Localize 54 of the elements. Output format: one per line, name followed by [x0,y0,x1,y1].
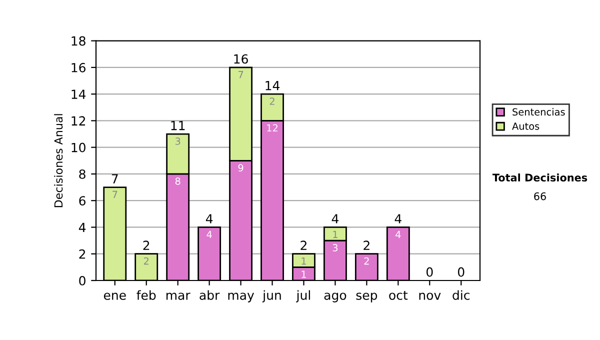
x-tick-label: feb [136,290,156,300]
data-label: 1 [302,270,306,278]
y-tick-label: 4 [78,222,86,232]
total-label: 0 [458,267,464,277]
total-label: 2 [143,240,150,250]
total-label: 7 [112,174,118,184]
data-label: 9 [238,164,244,172]
data-label: 2 [144,257,148,265]
total-label: 4 [394,214,402,224]
total-label: 16 [234,54,248,64]
y-tick-label: 18 [72,36,86,46]
text: 66 [534,192,546,200]
total-label: 0 [426,267,433,277]
data-label: 3 [332,244,338,252]
x-tick-label: mar [166,292,190,300]
x-tick-label: abr [200,290,220,300]
data-label: 4 [396,230,401,238]
total-label: 4 [332,214,338,224]
data-label: 12 [267,124,278,132]
data-label: 2 [364,257,369,265]
data-label: 7 [112,190,118,198]
y-axis-title: Decisiones Anual [54,114,63,208]
total-label: 4 [206,214,213,224]
total-label: 14 [266,81,280,90]
x-tick-label: ene [104,292,126,300]
total-label: 2 [300,240,306,250]
x-tick-label: oct [389,290,408,300]
y-tick-label: 8 [79,169,86,179]
y-tick-label: 10 [72,142,86,152]
text: Total Decisiones [492,173,588,182]
x-tick-label: jun [262,290,281,302]
data-label: 7 [238,71,244,78]
total-label: 2 [364,240,370,250]
legend-label: Autos [512,122,540,130]
data-label: 1 [302,257,306,265]
data-label: 3 [175,138,180,145]
x-tick-label: dic [452,290,470,300]
data-label: 4 [206,230,212,238]
y-tick-label: 0 [79,276,86,286]
x-tick-label: may [228,292,254,302]
x-tick-label: ago [324,292,346,302]
y-tick-label: 14 [72,90,86,99]
data-label: 2 [270,98,274,105]
data-label: 8 [175,177,180,185]
y-tick-label: 2 [79,249,86,259]
y-tick-label: 12 [72,116,86,126]
x-tick-label: jul [296,290,310,302]
x-tick-label: nov [419,292,441,300]
x-tick-label: sep [356,292,378,302]
data-label: 1 [333,230,338,238]
y-tick-label: 16 [72,62,86,72]
y-tick-label: 6 [79,196,86,206]
legend-label: Sentencias [512,108,565,116]
total-label: 11 [171,120,185,130]
